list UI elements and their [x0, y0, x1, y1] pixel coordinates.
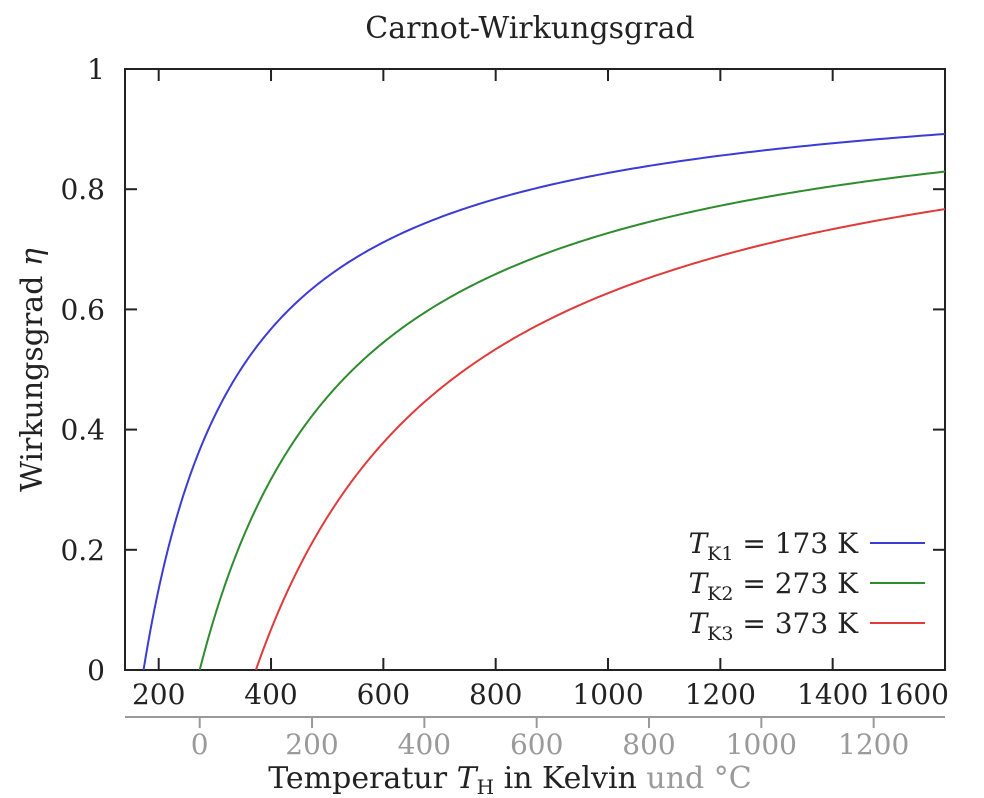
- celsius-tick-label: 200: [285, 728, 338, 761]
- x-tick-label: 200: [132, 678, 185, 711]
- celsius-tick-label: 400: [398, 728, 451, 761]
- y-tick-label: 0.8: [60, 173, 105, 206]
- x-tick-label: 1200: [685, 678, 756, 711]
- celsius-tick-label: 1000: [726, 728, 797, 761]
- y-tick-label: 0.6: [60, 293, 105, 326]
- x-axis-label-secondary: und °C: [637, 761, 752, 796]
- x-tick-label: 1000: [572, 678, 643, 711]
- celsius-tick-label: 800: [622, 728, 675, 761]
- series-line-k3: [254, 208, 946, 671]
- x-tick-label: 1400: [797, 678, 868, 711]
- x-axis-label-prefix: Temperatur: [268, 761, 456, 796]
- legend-entry-k1: TK1 = 173 K: [688, 527, 859, 565]
- legend-symbol: T: [688, 567, 709, 600]
- legend-label: = 373 K: [733, 607, 859, 640]
- series-curves: [142, 132, 946, 671]
- legend-subscript: K1: [707, 543, 733, 565]
- y-axis-label: Wirkungsgrad η: [15, 248, 50, 492]
- x-tick-label: 400: [244, 678, 297, 711]
- y-tick-label: 0.2: [60, 534, 105, 567]
- x-axis-label-subscript: H: [477, 775, 494, 798]
- plot-frame: [124, 68, 946, 671]
- celsius-tick-label: 1200: [838, 728, 909, 761]
- y-axis-label-text: Wirkungsgrad: [15, 266, 50, 492]
- legend-entry-k2: TK2 = 273 K: [688, 567, 859, 605]
- legend-subscript: K3: [707, 623, 733, 645]
- chart-title: Carnot-Wirkungsgrad: [365, 11, 694, 46]
- y-tick-label: 0: [87, 654, 105, 687]
- legend-label: = 173 K: [733, 527, 859, 560]
- legend-label: = 273 K: [733, 567, 859, 600]
- legend-symbol: T: [688, 607, 709, 640]
- x-axis-label-symbol: T: [457, 761, 479, 796]
- series-line-k1: [142, 132, 946, 671]
- y-tick-label: 1: [87, 53, 105, 86]
- x-axis-label: Temperatur TH in Kelvin und °C: [268, 761, 751, 798]
- x-tick-label: 800: [469, 678, 522, 711]
- legend-subscript: K2: [707, 583, 733, 605]
- x-axis-label-suffix: in Kelvin: [494, 761, 637, 796]
- series-line-k2: [198, 170, 946, 671]
- y-tick-label: 0.4: [60, 414, 105, 447]
- legend-symbol: T: [688, 527, 709, 560]
- x-axis-kelvin: 200 400 600 800 1000 1200 1400 1600: [132, 69, 949, 711]
- legend-entry-k3: TK3 = 373 K: [688, 607, 859, 645]
- y-axis-label-symbol: η: [15, 248, 50, 266]
- celsius-tick-label: 0: [191, 728, 209, 761]
- x-axis-celsius: 0 200 400 600 800 1000 1200: [191, 717, 909, 761]
- x-tick-label: 600: [357, 678, 410, 711]
- x-tick-label: 1600: [878, 678, 949, 711]
- celsius-tick-label: 600: [510, 728, 563, 761]
- y-axis: 0 0.2 0.4 0.6 0.8 1: [60, 53, 945, 687]
